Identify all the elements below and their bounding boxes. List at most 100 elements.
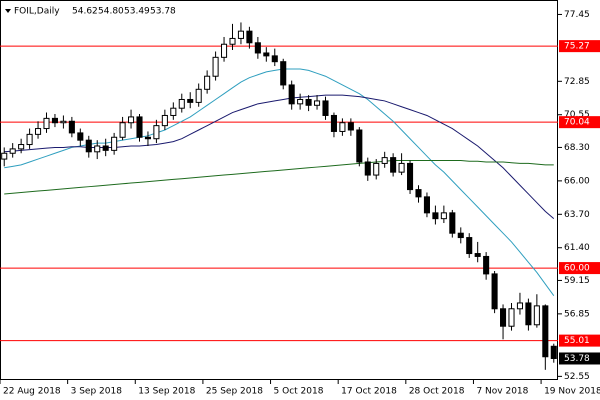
candle-body bbox=[407, 162, 414, 191]
candle-body bbox=[246, 30, 253, 44]
header: FOIL,Daily 54.62 54.80 53.49 53.78 bbox=[5, 7, 176, 17]
y-tick-label: 72.85 bbox=[564, 77, 590, 87]
y-tick-label: 68.30 bbox=[564, 143, 590, 153]
y-tick-label: 63.70 bbox=[564, 210, 590, 220]
y-tick-label: 70.55 bbox=[564, 110, 590, 120]
y-tick-label: 52.55 bbox=[564, 372, 590, 382]
candle-body bbox=[457, 232, 464, 239]
header-high: 54.80 bbox=[98, 7, 124, 17]
candle-body bbox=[229, 37, 236, 45]
candle-body bbox=[18, 144, 25, 150]
candle-body bbox=[542, 305, 549, 358]
x-tick-label: 3 Sep 2018 bbox=[71, 387, 123, 397]
candle-body bbox=[390, 157, 397, 173]
y-tick-label: 56.85 bbox=[564, 309, 590, 319]
candle-body bbox=[550, 345, 557, 359]
candle-body bbox=[237, 30, 244, 39]
candle-body bbox=[111, 136, 118, 151]
candle-body bbox=[43, 117, 50, 130]
candle-body bbox=[9, 148, 16, 154]
candle-body bbox=[356, 129, 363, 163]
candle-body bbox=[170, 107, 177, 116]
candle-body bbox=[339, 122, 346, 132]
candle-body bbox=[271, 55, 278, 63]
candle-body bbox=[322, 100, 329, 116]
candle-body bbox=[280, 61, 287, 86]
candle-body bbox=[491, 273, 498, 310]
level-label: 75.27 bbox=[564, 42, 590, 52]
candle-body bbox=[254, 42, 261, 54]
y-tick-label: 61.40 bbox=[564, 243, 590, 253]
candle-body bbox=[508, 308, 515, 327]
level-label: 70.04 bbox=[564, 118, 590, 128]
y-tick-label: 77.45 bbox=[564, 10, 590, 20]
candle-body bbox=[60, 120, 67, 124]
candle-body bbox=[423, 196, 430, 214]
last-price-label: 53.78 bbox=[564, 354, 590, 364]
candle-body bbox=[500, 308, 507, 327]
candle-body bbox=[432, 212, 439, 220]
candle-body bbox=[297, 98, 304, 105]
header-open: 54.62 bbox=[72, 7, 98, 17]
x-tick-label: 5 Oct 2018 bbox=[274, 387, 324, 397]
header-icon bbox=[5, 9, 11, 13]
x-tick-label: 13 Sep 2018 bbox=[138, 387, 195, 397]
candle-body bbox=[204, 75, 211, 90]
candle-body bbox=[415, 189, 422, 198]
x-tick-label: 19 Nov 2018 bbox=[544, 387, 600, 397]
candle-body bbox=[398, 162, 405, 173]
candle-body bbox=[440, 212, 447, 220]
plot-frame bbox=[0, 0, 558, 380]
candle-body bbox=[195, 88, 202, 103]
candle-body bbox=[119, 122, 126, 138]
candle-body bbox=[525, 302, 532, 326]
candle-body bbox=[212, 56, 219, 77]
level-label-bg bbox=[559, 334, 600, 347]
candle-body bbox=[144, 136, 151, 140]
y-tick-label: 66.00 bbox=[564, 176, 590, 186]
level-label: 55.01 bbox=[564, 336, 590, 346]
candle-body bbox=[94, 145, 101, 153]
candle-body bbox=[1, 152, 8, 160]
candle-body bbox=[85, 139, 92, 153]
candle-body bbox=[102, 145, 109, 151]
candle-body bbox=[26, 133, 33, 146]
moving-average bbox=[4, 160, 554, 195]
candle-body bbox=[51, 117, 58, 124]
x-tick-label: 22 Aug 2018 bbox=[3, 387, 61, 397]
candle-body bbox=[68, 120, 75, 134]
candle-body bbox=[35, 128, 42, 135]
candle-body bbox=[314, 100, 321, 106]
candle-body bbox=[381, 157, 388, 164]
y-tick-label: 59.15 bbox=[564, 276, 590, 286]
candle-body bbox=[330, 114, 337, 132]
candle-body bbox=[364, 161, 371, 176]
candle-body bbox=[263, 52, 270, 57]
candle-body bbox=[136, 116, 143, 138]
x-tick-label: 17 Oct 2018 bbox=[341, 387, 397, 397]
x-tick-label: 7 Nov 2018 bbox=[476, 387, 528, 397]
candle-body bbox=[187, 98, 194, 103]
candle-body bbox=[516, 302, 523, 310]
level-label-bg bbox=[559, 116, 600, 129]
candle-body bbox=[449, 212, 456, 234]
header-low: 53.49 bbox=[124, 7, 150, 17]
last-price-bg bbox=[559, 352, 600, 365]
candle-body bbox=[347, 122, 354, 131]
level-label-bg bbox=[559, 40, 600, 53]
x-tick-label: 28 Oct 2018 bbox=[409, 387, 465, 397]
candle-body bbox=[466, 237, 473, 255]
candle-body bbox=[161, 114, 168, 127]
candle-body bbox=[373, 162, 380, 176]
candle-body bbox=[288, 84, 295, 105]
candle-body bbox=[474, 253, 481, 257]
candle-body bbox=[178, 98, 185, 109]
candle-body bbox=[153, 125, 160, 140]
level-label: 60.00 bbox=[564, 264, 590, 274]
chart-title: FOIL,Daily bbox=[14, 7, 60, 17]
level-label-bg bbox=[559, 262, 600, 275]
x-tick-label: 25 Sep 2018 bbox=[206, 387, 263, 397]
candle-body bbox=[483, 255, 490, 275]
moving-average bbox=[4, 68, 555, 296]
